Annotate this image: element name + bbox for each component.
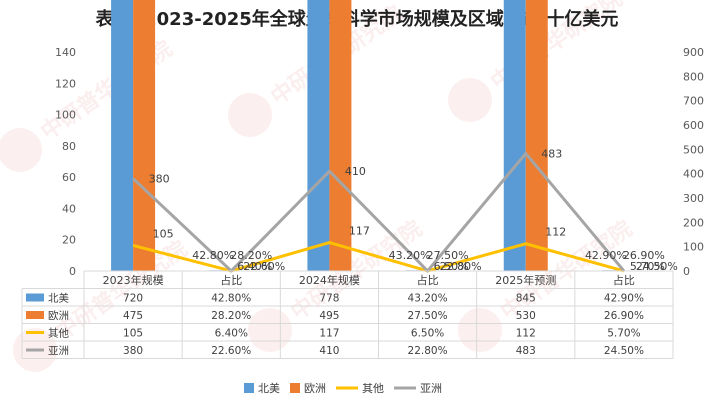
table-series-name: 其他 bbox=[48, 327, 69, 340]
left-axis-tick-label: 20 bbox=[62, 234, 76, 247]
right-axis: 0 100 200 300 400 500 600 700 800 900 bbox=[683, 46, 704, 278]
table-legend-key bbox=[26, 293, 44, 302]
category-label: 占比 bbox=[220, 273, 242, 287]
left-axis-tick-label: 80 bbox=[62, 140, 76, 153]
legend: 北美 欧洲 其他 亚洲 bbox=[244, 382, 442, 395]
watermark-logo bbox=[0, 128, 42, 172]
data-label: 483 bbox=[541, 147, 562, 160]
bar bbox=[111, 0, 134, 272]
right-axis-tick-label: 200 bbox=[683, 216, 704, 229]
legend-label: 其他 bbox=[362, 382, 384, 395]
table-cell: 530 bbox=[516, 310, 536, 322]
chart-title: 表1：2023-2025年全球生命科学市场规模及区域分布/十亿美元 bbox=[96, 8, 619, 30]
data-label: 22.80% bbox=[440, 260, 482, 273]
data-label: 24.50% bbox=[636, 260, 678, 273]
table-cell: 24.50% bbox=[604, 345, 644, 357]
legend-key bbox=[244, 383, 254, 393]
table-legend-key bbox=[26, 311, 44, 319]
table-cell: 112 bbox=[516, 328, 536, 340]
table-cell: 475 bbox=[123, 310, 143, 322]
legend-label: 北美 bbox=[258, 382, 280, 395]
data-label: 117 bbox=[349, 225, 370, 238]
series-line bbox=[132, 151, 626, 273]
table-cell: 778 bbox=[319, 293, 339, 305]
right-axis-tick-label: 500 bbox=[683, 143, 704, 156]
data-label: 22.60% bbox=[243, 260, 285, 273]
data-label: 27.50% bbox=[427, 249, 469, 262]
data-label: 6.50% bbox=[434, 260, 469, 273]
table-cell: 28.20% bbox=[211, 310, 251, 322]
watermark-logo bbox=[448, 78, 492, 122]
table-cell: 495 bbox=[319, 310, 339, 322]
right-axis-tick-label: 700 bbox=[683, 95, 704, 108]
table-cell: 42.80% bbox=[211, 293, 251, 305]
table-cell: 43.20% bbox=[408, 293, 448, 305]
right-axis-tick-label: 800 bbox=[683, 70, 704, 83]
data-label: 105 bbox=[153, 227, 174, 240]
table-series-name: 欧洲 bbox=[48, 310, 69, 322]
bar bbox=[503, 0, 526, 271]
table-cell: 6.40% bbox=[215, 328, 248, 340]
table-cell: 845 bbox=[516, 293, 536, 305]
legend-label: 亚洲 bbox=[420, 382, 442, 395]
left-axis-tick-label: 140 bbox=[55, 46, 76, 59]
data-label: 5.70% bbox=[630, 260, 665, 273]
left-axis: 0 20 40 60 80 100 120 140 bbox=[55, 46, 76, 278]
watermark: 中研普华研究院 bbox=[13, 236, 192, 372]
left-axis-tick-label: 40 bbox=[62, 202, 76, 215]
table-cell: 117 bbox=[319, 328, 339, 340]
plot-area: 72042.80%77843.20%84542.90%47528.20%4952… bbox=[84, 0, 678, 273]
right-axis-tick-label: 100 bbox=[683, 241, 704, 254]
table-cell: 22.80% bbox=[408, 345, 448, 357]
left-axis-tick-label: 120 bbox=[55, 77, 76, 90]
table-cell: 483 bbox=[516, 345, 536, 357]
data-label: 28.20% bbox=[230, 249, 272, 262]
right-axis-tick-label: 300 bbox=[683, 192, 704, 205]
right-axis-tick-label: 0 bbox=[683, 265, 690, 278]
right-axis-tick-label: 600 bbox=[683, 119, 704, 132]
legend-key bbox=[290, 383, 300, 393]
table-cell: 720 bbox=[123, 293, 143, 305]
category-label: 占比 bbox=[417, 273, 439, 287]
category-label: 2024年规模 bbox=[299, 273, 360, 287]
table-cell: 22.60% bbox=[211, 345, 251, 357]
data-label: 42.90% bbox=[585, 249, 627, 262]
bar bbox=[329, 0, 352, 271]
table-cell: 5.70% bbox=[607, 328, 640, 340]
table-series-name: 亚洲 bbox=[48, 345, 69, 357]
bar bbox=[307, 0, 330, 271]
watermark-logo bbox=[228, 93, 272, 137]
series-line bbox=[132, 241, 625, 273]
table-cell: 105 bbox=[123, 328, 143, 340]
table-cell: 42.90% bbox=[604, 293, 644, 305]
category-label: 2025年预测 bbox=[495, 273, 556, 287]
category-label: 2023年规模 bbox=[103, 273, 164, 287]
table-cell: 410 bbox=[319, 345, 339, 357]
data-label: 43.20% bbox=[389, 249, 431, 262]
category-label: 占比 bbox=[613, 273, 635, 287]
data-label: 410 bbox=[345, 165, 366, 178]
bar bbox=[133, 0, 156, 271]
table-cell: 26.90% bbox=[604, 310, 644, 322]
data-label: 112 bbox=[545, 226, 566, 239]
data-label: 380 bbox=[149, 173, 170, 186]
legend-label: 欧洲 bbox=[304, 382, 326, 395]
data-label: 6.40% bbox=[237, 260, 272, 273]
left-axis-tick-label: 100 bbox=[55, 109, 76, 122]
left-axis-tick-label: 60 bbox=[62, 171, 76, 184]
data-label: 42.80% bbox=[192, 249, 234, 262]
left-axis-tick-label: 0 bbox=[69, 265, 76, 278]
table-cell: 27.50% bbox=[408, 310, 448, 322]
table-cell: 380 bbox=[123, 345, 143, 357]
data-label: 26.90% bbox=[623, 249, 665, 262]
right-axis-tick-label: 900 bbox=[683, 46, 704, 59]
bar bbox=[525, 0, 548, 271]
right-axis-tick-label: 400 bbox=[683, 168, 704, 181]
table-series-name: 北美 bbox=[48, 292, 69, 305]
table-cell: 6.50% bbox=[411, 328, 444, 340]
